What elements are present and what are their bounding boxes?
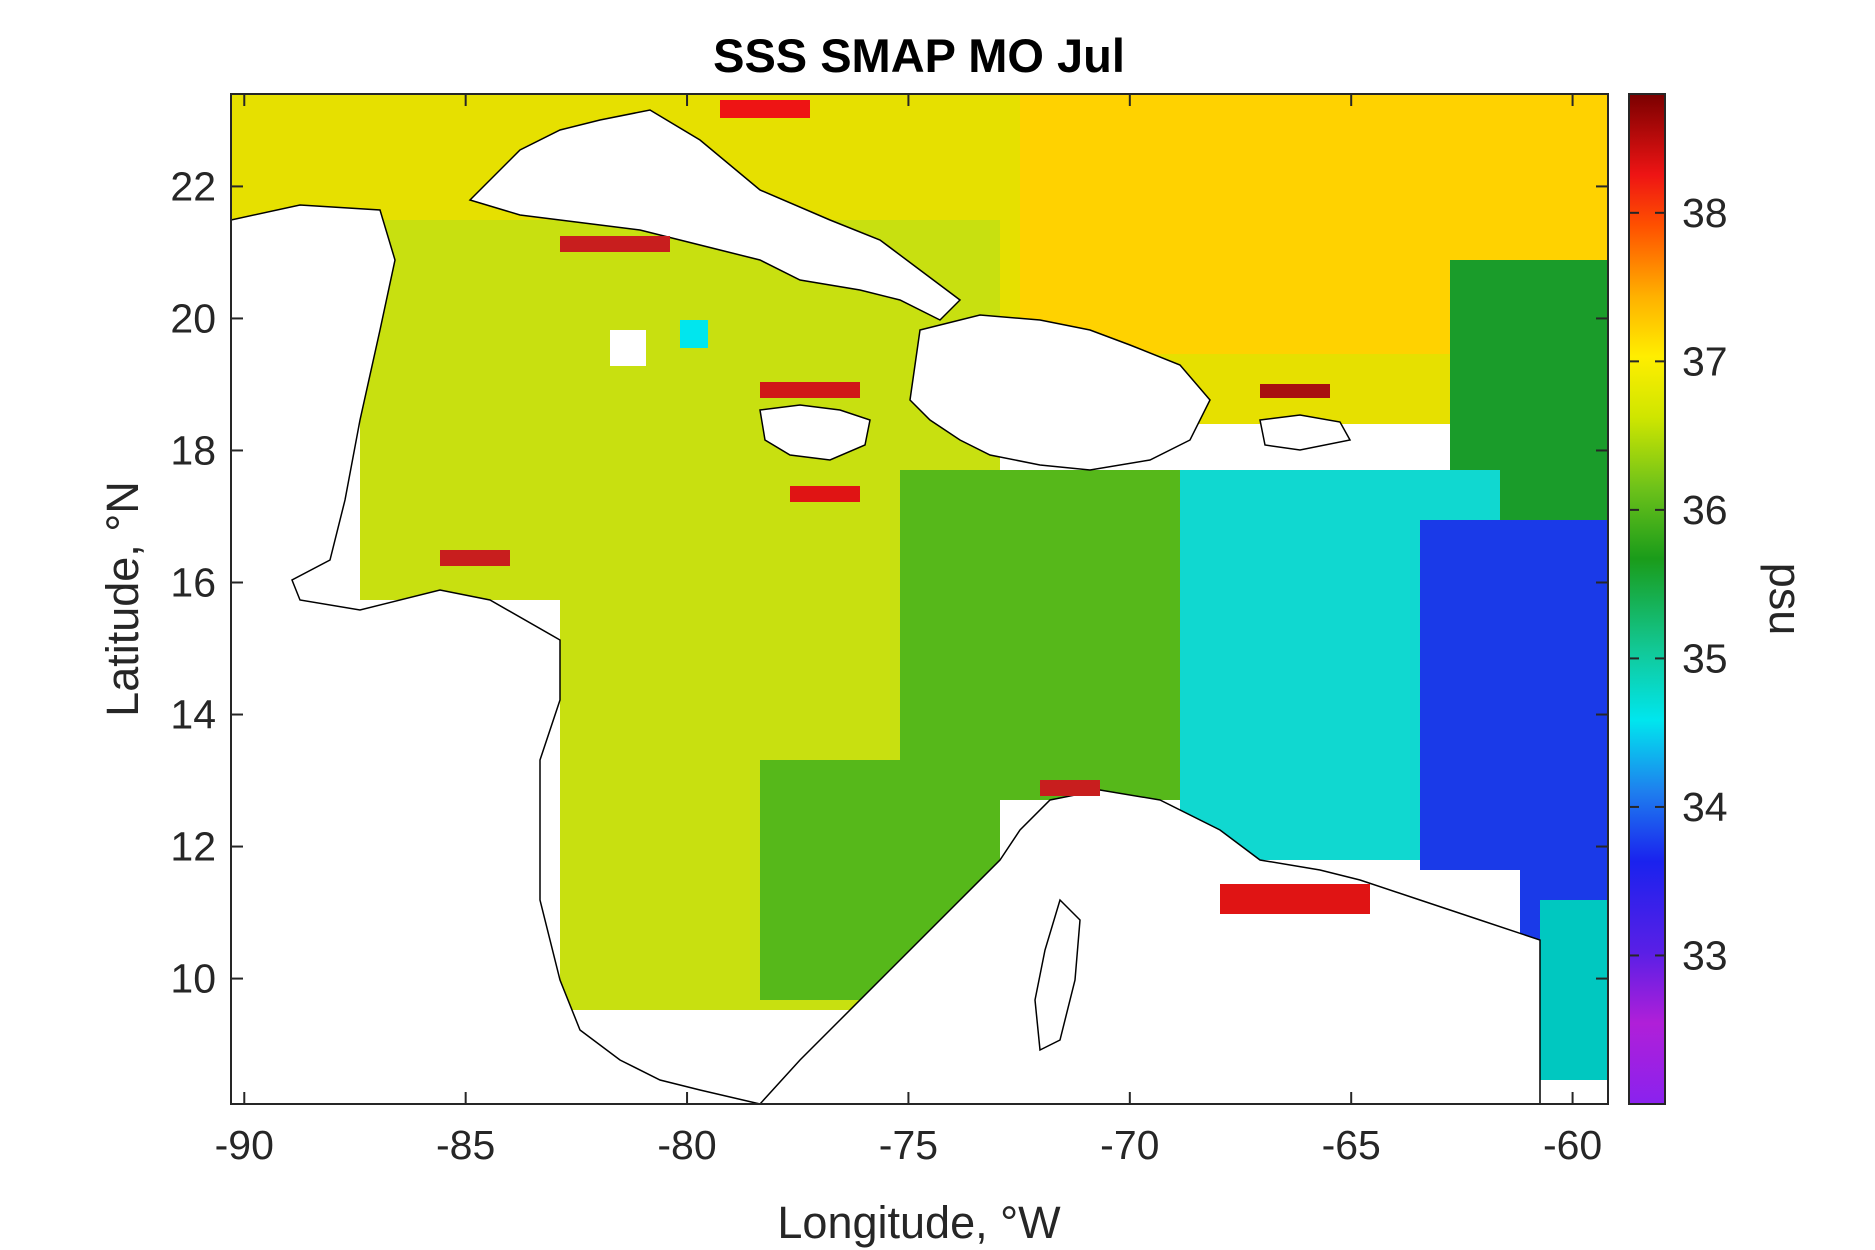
y-tick-label: 14 bbox=[170, 692, 216, 738]
y-axis-label: Latitude, °N bbox=[97, 481, 148, 717]
salinity-pixel bbox=[1260, 384, 1330, 398]
land-masses bbox=[231, 109, 1541, 1104]
y-tick-label: 20 bbox=[170, 295, 216, 341]
colorbar: 33 34 35 36 37 38 psu bbox=[1628, 93, 1811, 1105]
salinity-pixel bbox=[440, 550, 510, 566]
salinity-pixel bbox=[1220, 884, 1370, 914]
x-tick-label: -70 bbox=[1100, 1122, 1159, 1168]
salinity-pixel bbox=[760, 382, 860, 398]
x-axis: -90 -85 -80 -75 -70 -65 -60 bbox=[215, 94, 1602, 1168]
x-tick-label: -85 bbox=[436, 1122, 495, 1168]
salinity-pixel bbox=[790, 486, 860, 502]
salinity-pixel bbox=[720, 100, 810, 118]
salinity-region-caribbean-central bbox=[760, 470, 1230, 1000]
land-cuba bbox=[468, 109, 962, 321]
y-tick-label: 18 bbox=[170, 427, 216, 473]
x-tick-label: -90 bbox=[215, 1122, 274, 1168]
y-tick-label: 12 bbox=[170, 824, 216, 870]
chart-title: SSS SMAP MO Jul bbox=[713, 29, 1125, 82]
y-tick-label: 22 bbox=[170, 163, 216, 209]
land-jamaica bbox=[759, 404, 871, 461]
colorbar-gradient bbox=[1628, 93, 1666, 1105]
colorbar-tick-label: 34 bbox=[1682, 784, 1728, 830]
x-tick-label: -80 bbox=[657, 1122, 716, 1168]
y-axis: 10 12 14 16 18 20 22 bbox=[170, 163, 1608, 1002]
colorbar-tick-label: 36 bbox=[1682, 487, 1728, 533]
salinity-pixel bbox=[680, 320, 708, 348]
colorbar-tick-label: 38 bbox=[1682, 190, 1728, 236]
x-tick-label: -75 bbox=[879, 1122, 938, 1168]
colorbar-tick-label: 37 bbox=[1682, 338, 1728, 384]
x-tick-label: -65 bbox=[1322, 1122, 1381, 1168]
land-maracaibo bbox=[1034, 898, 1081, 1052]
land-hispaniola bbox=[909, 314, 1211, 471]
land-yucatan bbox=[231, 204, 761, 1104]
colorbar-ticks: 33 34 35 36 37 38 bbox=[1629, 190, 1728, 978]
colorbar-tick-label: 33 bbox=[1682, 932, 1728, 978]
colorbar-tick-label: 35 bbox=[1682, 635, 1728, 681]
salinity-pixel bbox=[1040, 780, 1100, 796]
salinity-pixel bbox=[560, 236, 670, 252]
x-tick-label: -60 bbox=[1543, 1122, 1602, 1168]
plot-area bbox=[231, 94, 1608, 1104]
axes-frame bbox=[230, 93, 1609, 1105]
x-axis-label: Longitude, °W bbox=[777, 1197, 1061, 1248]
y-tick-label: 16 bbox=[170, 559, 216, 605]
coastal-pixels bbox=[440, 100, 1370, 914]
salinity-region-lesser-antilles bbox=[1420, 520, 1608, 1000]
land-south-america bbox=[758, 789, 1541, 1104]
salinity-pixel bbox=[610, 330, 646, 366]
salinity-region-east-low bbox=[1540, 900, 1608, 1080]
colorbar-label: psu bbox=[1760, 563, 1811, 636]
y-tick-label: 10 bbox=[170, 956, 216, 1002]
land-puerto-rico bbox=[1259, 414, 1352, 451]
